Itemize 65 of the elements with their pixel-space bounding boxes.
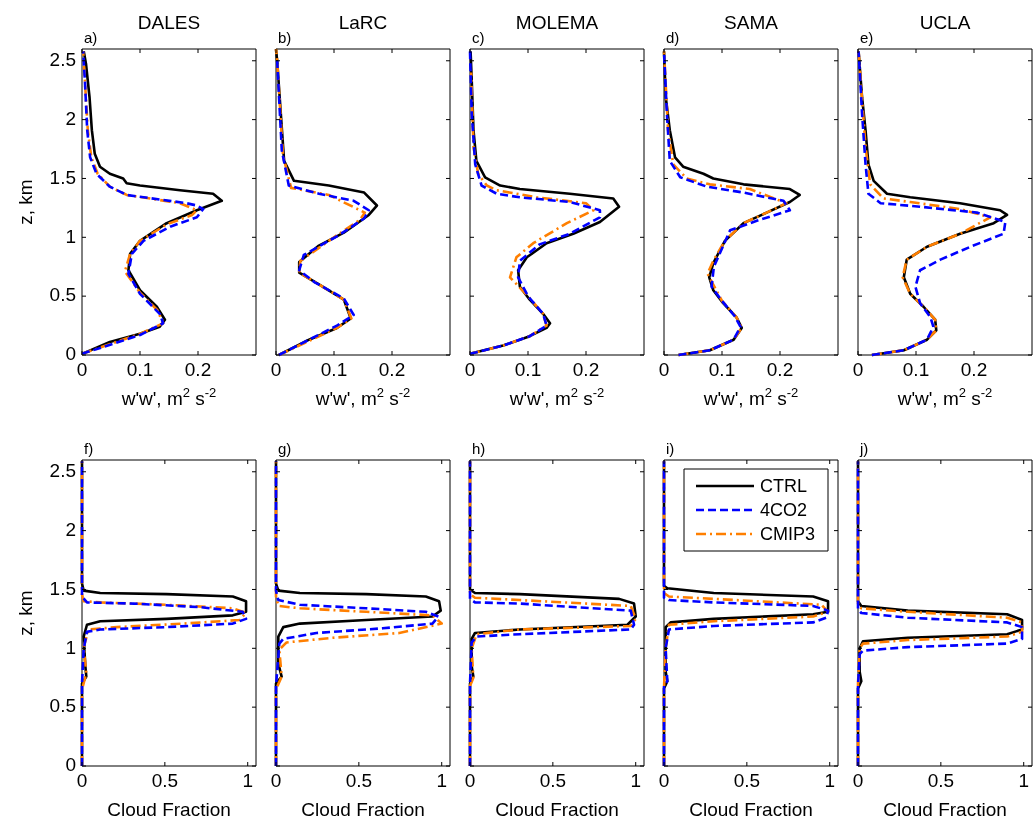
x-axis-title: Cloud Fraction (883, 799, 1007, 820)
x-axis-title: Cloud Fraction (495, 799, 619, 820)
x-tick-label: 0.2 (378, 358, 406, 380)
x-tick-label: 0.1 (514, 358, 542, 380)
x-tick-label: 0 (464, 769, 476, 791)
chart-title: UCLA (919, 12, 971, 33)
text: i) (666, 440, 675, 457)
x-tick-label: 0 (464, 358, 476, 380)
x-tick-label: 0.1 (126, 358, 154, 380)
y-tick-label: 2 (65, 518, 76, 540)
x-tick-label: 0 (852, 769, 864, 791)
y-tick-label: 1 (65, 225, 76, 247)
y-tick-label: 1.5 (49, 577, 76, 599)
text: f) (84, 440, 94, 457)
text: c) (472, 29, 485, 46)
chart-title: LaRC (338, 12, 388, 33)
chart-title: MOLEMA (515, 12, 599, 33)
text: d) (666, 29, 680, 46)
x-axis-title: Cloud Fraction (689, 799, 813, 820)
x-tick-label: 0.5 (345, 769, 373, 791)
x-tick-label: 1 (436, 769, 447, 791)
x-tick-label: 0.1 (320, 358, 348, 380)
text: e) (860, 29, 874, 46)
y-tick-label: 0.5 (49, 695, 76, 717)
x-tick-label: 1 (242, 769, 253, 791)
x-axis-title: Cloud Fraction (107, 799, 231, 820)
x-tick-label: 0 (852, 358, 864, 380)
y-tick-label: 2.5 (49, 49, 76, 70)
x-tick-label: 0.2 (572, 358, 600, 380)
x-tick-label: 0.5 (539, 769, 567, 791)
y-tick-label: 2 (65, 107, 76, 129)
x-tick-label: 0.2 (766, 358, 794, 380)
x-tick-label: 0.1 (708, 358, 736, 380)
x-tick-label: 0.5 (151, 769, 179, 791)
chart-title: SAMA (724, 12, 779, 33)
x-tick-label: 0 (658, 358, 670, 380)
text: j) (859, 440, 869, 457)
y-tick-label: 1 (65, 636, 76, 658)
text: g) (278, 440, 292, 457)
x-tick-label: 0.5 (733, 769, 761, 791)
y-tick-label: 1.5 (49, 166, 76, 188)
x-tick-label: 1 (630, 769, 641, 791)
y-axis-title: z, km (15, 590, 36, 636)
x-tick-label: 0 (270, 769, 282, 791)
x-tick-label: 1 (824, 769, 835, 791)
x-tick-label: 1 (1018, 769, 1029, 791)
chart-title: DALES (137, 12, 201, 33)
x-tick-label: 0.2 (960, 358, 988, 380)
legend-label: CTRL (760, 475, 808, 496)
text: h) (472, 440, 486, 457)
legend-label: 4CO2 (760, 499, 808, 520)
y-tick-label: 0.5 (49, 284, 76, 306)
x-tick-label: 0 (658, 769, 670, 791)
x-tick-label: 0.5 (927, 769, 955, 791)
x-tick-label: 0 (270, 358, 282, 380)
y-tick-label: 0 (65, 343, 76, 365)
y-tick-label: 0 (65, 754, 76, 776)
x-axis-title: Cloud Fraction (301, 799, 425, 820)
x-tick-label: 0.1 (902, 358, 930, 380)
y-tick-label: 2.5 (49, 460, 76, 481)
legend-label: CMIP3 (760, 523, 816, 544)
y-axis-title: z, km (15, 179, 36, 225)
text: a) (84, 29, 98, 46)
text: b) (278, 29, 292, 46)
x-tick-label: 0.2 (184, 358, 212, 380)
